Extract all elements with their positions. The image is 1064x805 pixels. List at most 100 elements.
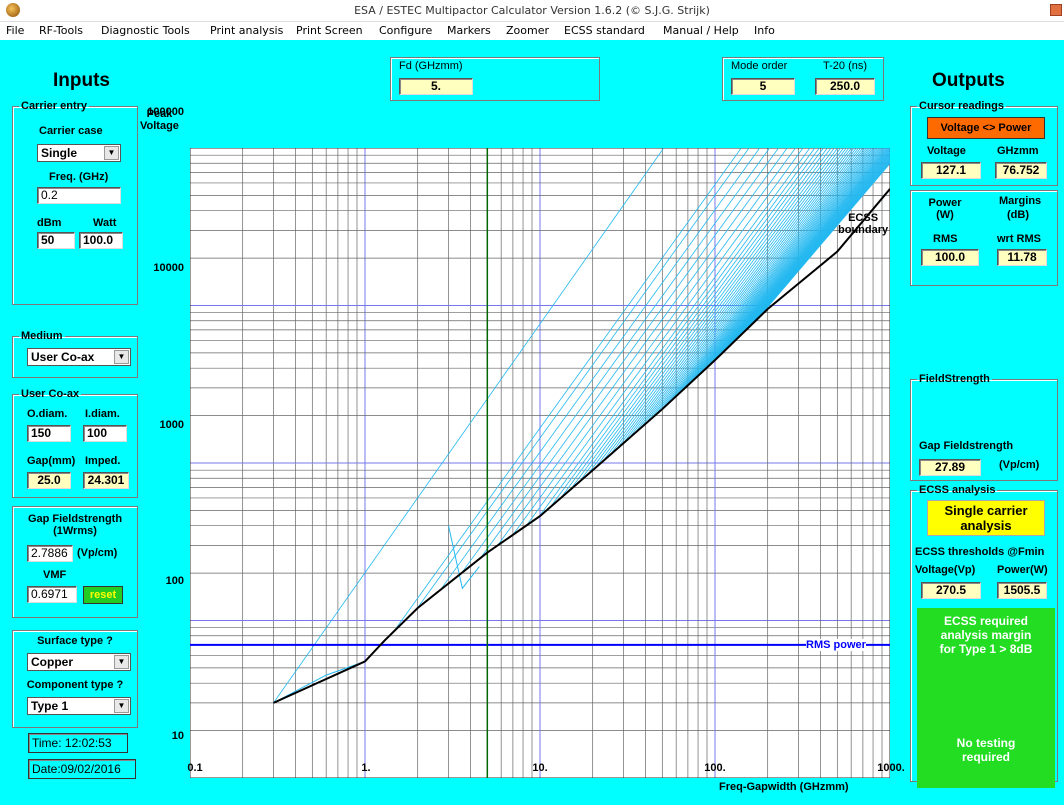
- susceptibility-curve: [730, 150, 891, 346]
- component-type-select[interactable]: Type 1 ▼: [27, 697, 131, 715]
- power-label: Power (W): [925, 197, 965, 221]
- susceptibility-curve: [735, 152, 891, 341]
- t20-label: T-20 (ns): [823, 60, 868, 72]
- margins-unit: (dB): [1007, 209, 1029, 221]
- susceptibility-curve: [684, 147, 874, 389]
- carrier-case-value: Single: [41, 146, 78, 160]
- surface-type-select[interactable]: Copper ▼: [27, 653, 131, 671]
- carrier-entry-legend: Carrier entry: [21, 100, 88, 112]
- susceptibility-curve: [512, 147, 796, 536]
- voltage-power-toggle-button[interactable]: Voltage <> Power: [927, 117, 1045, 139]
- carrier-case-select[interactable]: Single ▼: [37, 144, 121, 162]
- fieldstrength-group: FieldStrength Gap Fieldstrength 27.89 (V…: [910, 373, 1058, 481]
- gap-field-value: 2.7886: [27, 545, 73, 562]
- carrier-entry-group: Carrier entry Carrier case Single ▼ Freq…: [12, 100, 138, 305]
- susceptibility-curve: [628, 147, 850, 439]
- chevron-down-icon[interactable]: ▼: [114, 699, 129, 713]
- susceptibility-curve: [439, 147, 761, 591]
- menu-ecss-standard[interactable]: ECSS standard: [564, 24, 645, 37]
- menu-rf-tools[interactable]: RF-Tools: [39, 24, 84, 37]
- menu-configure[interactable]: Configure: [379, 24, 433, 37]
- mode-order-value[interactable]: 5: [731, 78, 795, 95]
- watt-input[interactable]: 100.0: [79, 232, 123, 249]
- close-icon[interactable]: [1050, 4, 1062, 16]
- susceptibility-curve: [698, 147, 880, 376]
- ghzmm-label: GHzmm: [997, 145, 1039, 157]
- x-tick-label: 100.: [704, 762, 726, 774]
- user-coax-legend: User Co-ax: [21, 388, 80, 400]
- workspace: Inputs Carrier entry Carrier case Single…: [0, 40, 1064, 805]
- gap-field-title-1: Gap Fieldstrength: [27, 513, 123, 525]
- menu-diagnostic-tools[interactable]: Diagnostic Tools: [101, 24, 190, 37]
- odiam-label: O.diam.: [27, 408, 68, 420]
- odiam-input[interactable]: 150: [27, 425, 71, 442]
- menu-markers[interactable]: Markers: [447, 24, 491, 37]
- freq-label: Freq. (GHz): [49, 171, 109, 183]
- rms-power-value: 100.0: [921, 249, 979, 266]
- fd-value[interactable]: 5.: [399, 78, 473, 95]
- y-axis-title-line1: Peak: [146, 108, 173, 120]
- medium-value: User Co-ax: [31, 350, 95, 364]
- dbm-input[interactable]: 50: [37, 232, 75, 249]
- susceptibility-curve: [725, 147, 891, 351]
- idiam-label: I.diam.: [85, 408, 120, 420]
- menu-info[interactable]: Info: [754, 24, 775, 37]
- gap-fieldstrength-unit: (Vp/cm): [999, 459, 1040, 471]
- susceptibility-curve: [727, 149, 891, 348]
- susceptibility-curve: [645, 147, 857, 425]
- susceptibility-curve: [664, 147, 866, 408]
- medium-select[interactable]: User Co-ax ▼: [27, 348, 131, 366]
- chevron-down-icon[interactable]: ▼: [114, 655, 129, 669]
- susceptibility-curve: [711, 147, 885, 364]
- mode-group: Mode order T-20 (ns) 5 250.0: [722, 57, 884, 101]
- susceptibility-curve: [713, 147, 887, 362]
- power-label-line2: (W): [936, 209, 954, 221]
- freq-input[interactable]: 0.2: [37, 187, 121, 204]
- chart-grid: [189, 147, 891, 779]
- threshold-voltage-label: Voltage(Vp): [915, 564, 976, 576]
- menu-manual-help[interactable]: Manual / Help: [663, 24, 739, 37]
- y-tick-label: 100000: [147, 106, 184, 118]
- power-margins-group: Power (W) Margins (dB) RMS wrt RMS 100.0…: [910, 190, 1058, 286]
- susceptibility-curve: [622, 147, 847, 444]
- chart-svg: [189, 147, 891, 779]
- susceptibility-curve: [538, 147, 811, 518]
- susceptibility-curve: [393, 147, 742, 632]
- time-display: Time: 12:02:53: [28, 733, 128, 753]
- margin-value: 11.78: [997, 249, 1047, 266]
- idiam-input[interactable]: 100: [83, 425, 127, 442]
- susceptibility-curves: [273, 147, 891, 704]
- multipactor-chart[interactable]: ECSS boundary RMS power: [189, 147, 891, 779]
- susceptibility-curve: [659, 147, 864, 412]
- susceptibility-curve: [740, 155, 891, 336]
- window-title: ESA / ESTEC Multipactor Calculator Versi…: [354, 4, 710, 17]
- margins-legend: Margins: [997, 195, 1044, 207]
- menu-print-screen[interactable]: Print Screen: [296, 24, 363, 37]
- chevron-down-icon[interactable]: ▼: [114, 350, 129, 364]
- menu-print-analysis[interactable]: Print analysis: [210, 24, 284, 37]
- y-tick-label: 100: [165, 575, 184, 587]
- component-type-value: Type 1: [31, 699, 69, 713]
- x-axis-title: Freq-Gapwidth (GHzmm): [719, 781, 849, 793]
- gap-label: Gap(mm): [27, 455, 76, 467]
- susceptibility-curve: [497, 147, 788, 546]
- margin-line3: for Type 1 > 8dB: [939, 642, 1033, 656]
- wrt-rms-label: wrt RMS: [997, 233, 1041, 245]
- menu-file[interactable]: File: [6, 24, 25, 37]
- susceptibility-curve: [668, 147, 867, 404]
- fieldstrength-legend: FieldStrength: [919, 373, 990, 385]
- rms-label: RMS: [933, 233, 958, 245]
- susceptibility-curve: [732, 151, 891, 343]
- margin-line2: analysis margin: [940, 628, 1032, 642]
- susceptibility-curve: [602, 147, 838, 462]
- reset-button[interactable]: reset: [83, 586, 123, 604]
- cursor-voltage-value: 127.1: [921, 162, 981, 179]
- susceptibility-curve: [273, 660, 366, 704]
- inputs-title: Inputs: [53, 70, 110, 91]
- chevron-down-icon[interactable]: ▼: [104, 146, 119, 160]
- menu-zoomer[interactable]: Zoomer: [506, 24, 550, 37]
- susceptibility-curve: [716, 147, 888, 359]
- voltage-label: Voltage: [927, 145, 966, 157]
- t20-value[interactable]: 250.0: [815, 78, 875, 95]
- threshold-power-value: 1505.5: [997, 582, 1047, 599]
